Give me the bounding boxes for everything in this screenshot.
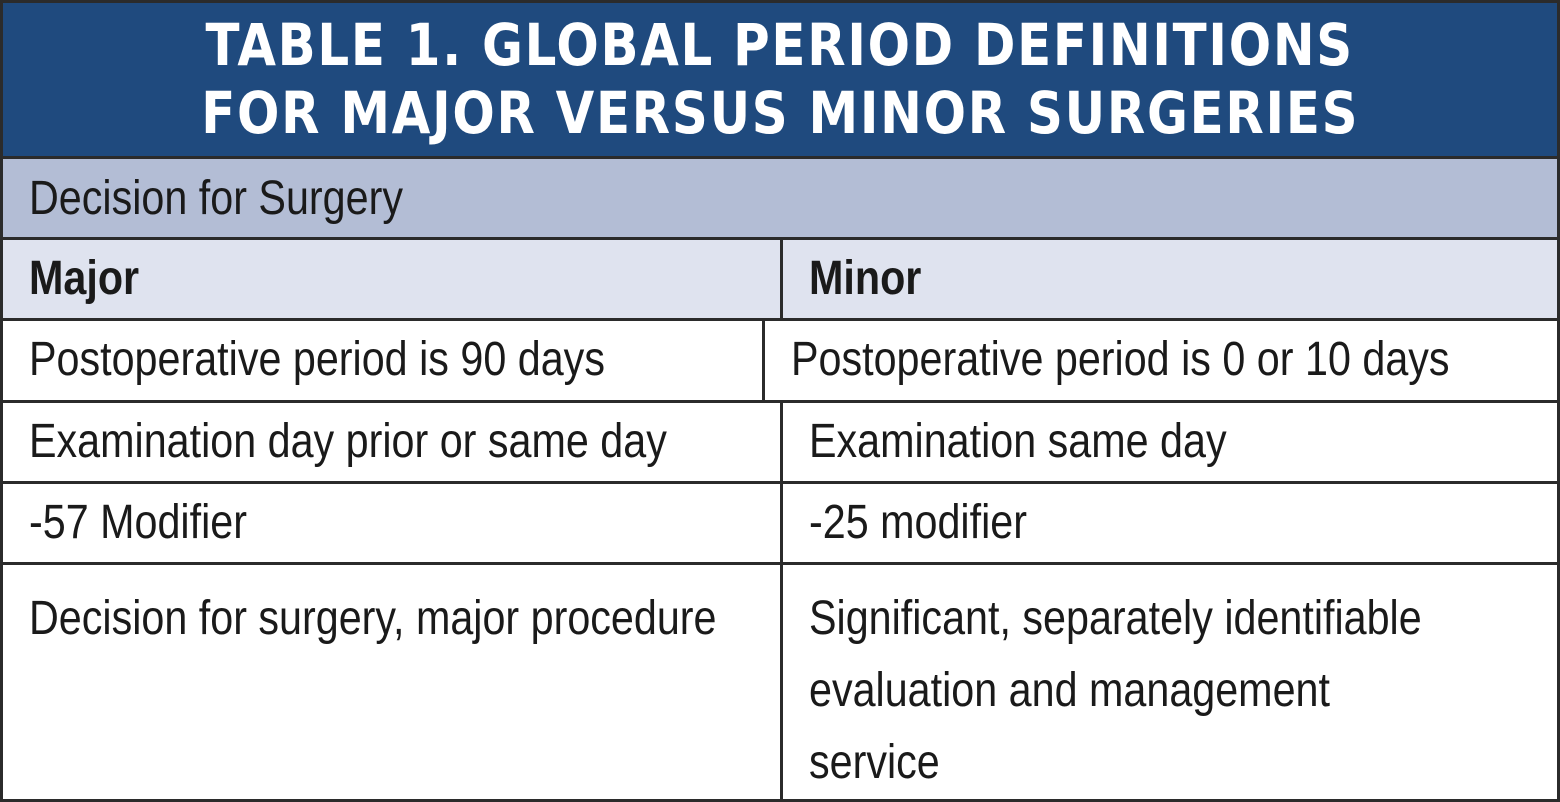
column-header-minor: Minor: [809, 252, 922, 306]
table-cell-minor: Significant, separately identifiable eva…: [809, 591, 1422, 789]
table-cell-major: Postoperative period is 90 days: [3, 321, 766, 400]
table-title-line-1: TABLE 1. GLOBAL PERIOD DEFINITIONS: [205, 11, 1355, 80]
table-cell-major: -57 Modifier: [3, 483, 783, 562]
table-row: Postoperative period is 90 days Postoper…: [3, 321, 1557, 403]
table-title: TABLE 1. GLOBAL PERIOD DEFINITIONS FOR M…: [3, 3, 1557, 159]
table-row: Decision for surgery, major procedure Si…: [3, 564, 1557, 799]
table-row: -57 Modifier -25 modifier: [3, 483, 1557, 565]
table-cell-minor: Examination same day: [809, 414, 1227, 468]
table-cell-minor: -25 modifier: [809, 495, 1027, 549]
column-header-major: Major: [3, 240, 783, 319]
table-title-line-2: FOR MAJOR VERSUS MINOR SURGERIES: [200, 79, 1359, 148]
table-row: Examination day prior or same day Examin…: [3, 402, 1557, 484]
table-cell-major: Decision for surgery, major procedure: [3, 564, 783, 799]
table-cell-major: Examination day prior or same day: [3, 402, 783, 481]
table-cell-minor: Postoperative period is 0 or 10 days: [791, 333, 1450, 387]
section-label: Decision for Surgery: [29, 171, 403, 225]
section-header: Decision for Surgery: [3, 158, 1557, 241]
column-header-row: Major Minor: [3, 240, 1557, 322]
